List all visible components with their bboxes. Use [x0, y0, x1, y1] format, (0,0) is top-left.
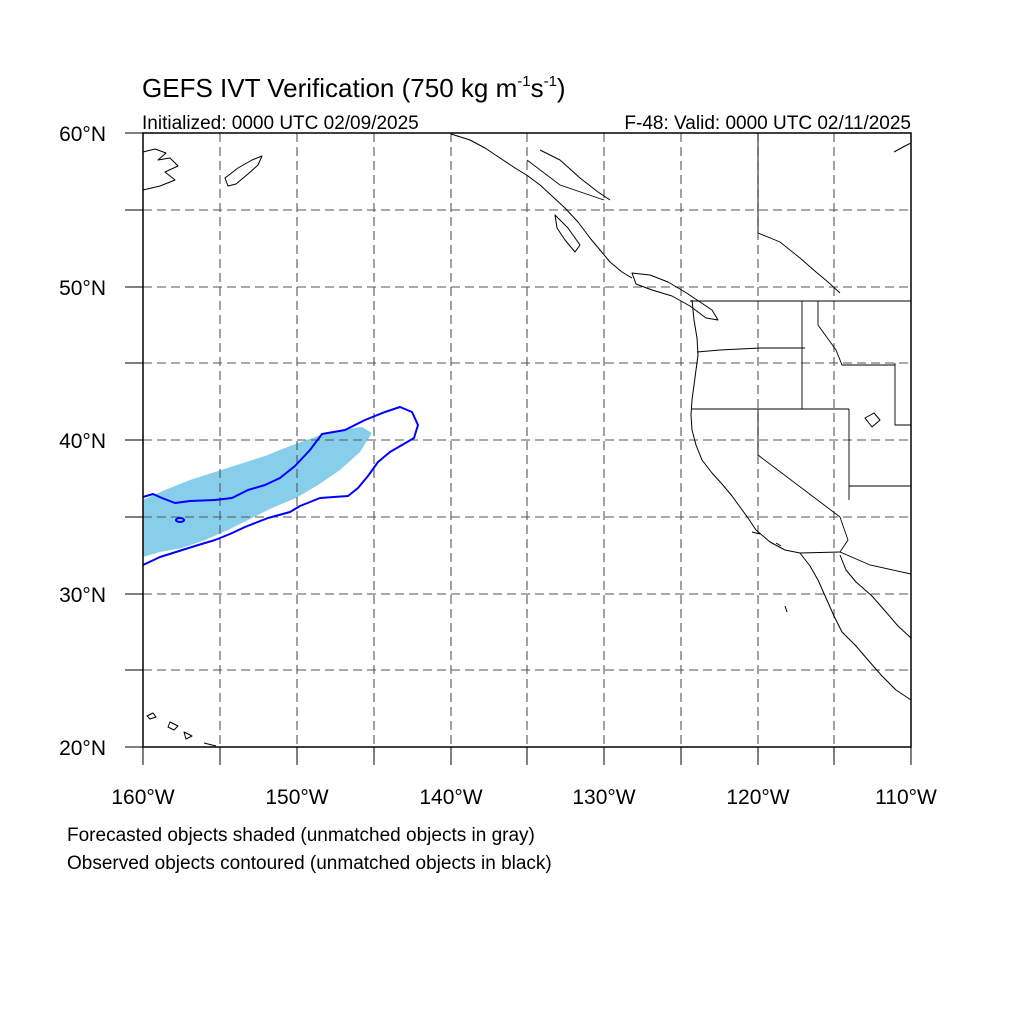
latitude-labels: 60°N 50°N 40°N 30°N 20°N: [59, 123, 106, 760]
lat-label-30: 30°N: [59, 584, 106, 607]
caption-forecast: Forecasted objects shaded (unmatched obj…: [67, 825, 535, 846]
lon-label-120: 120°W: [726, 786, 789, 809]
observed-contour-small: [175, 517, 185, 523]
valid-time: F-48: Valid: 0000 UTC 02/11/2025: [624, 113, 911, 134]
lat-label-20: 20°N: [59, 737, 106, 760]
initialized-time: Initialized: 0000 UTC 02/09/2025: [142, 113, 419, 134]
lon-label-110: 110°W: [875, 786, 937, 809]
observed-contour-outer: [142, 406, 419, 566]
lon-label-130: 130°W: [572, 786, 635, 809]
lat-label-60: 60°N: [59, 123, 106, 146]
lon-label-160: 160°W: [111, 786, 174, 809]
title-exponent-2: -1: [544, 73, 557, 90]
lat-label-40: 40°N: [59, 430, 106, 453]
lat-label-50: 50°N: [59, 277, 106, 300]
observed-object-contours: [142, 406, 419, 566]
lon-label-150: 150°W: [265, 786, 328, 809]
longitude-labels: 160°W 150°W 140°W 130°W 120°W 110°W: [111, 786, 937, 809]
title-exponent-1: -1: [517, 73, 530, 90]
map-plot: [125, 132, 912, 765]
map-title: GEFS IVT Verification (750 kg m-1s-1): [142, 73, 566, 103]
axis-ticks: [125, 132, 912, 765]
political-borders: [526, 133, 912, 575]
title-s: s: [531, 73, 544, 103]
title-suffix: ): [557, 73, 566, 103]
coastlines: [142, 133, 912, 747]
title-prefix: GEFS IVT Verification (750 kg m: [142, 73, 517, 103]
caption-observed: Observed objects contoured (unmatched ob…: [67, 853, 552, 874]
lon-label-140: 140°W: [419, 786, 482, 809]
forecast-object-shading: [143, 427, 372, 557]
